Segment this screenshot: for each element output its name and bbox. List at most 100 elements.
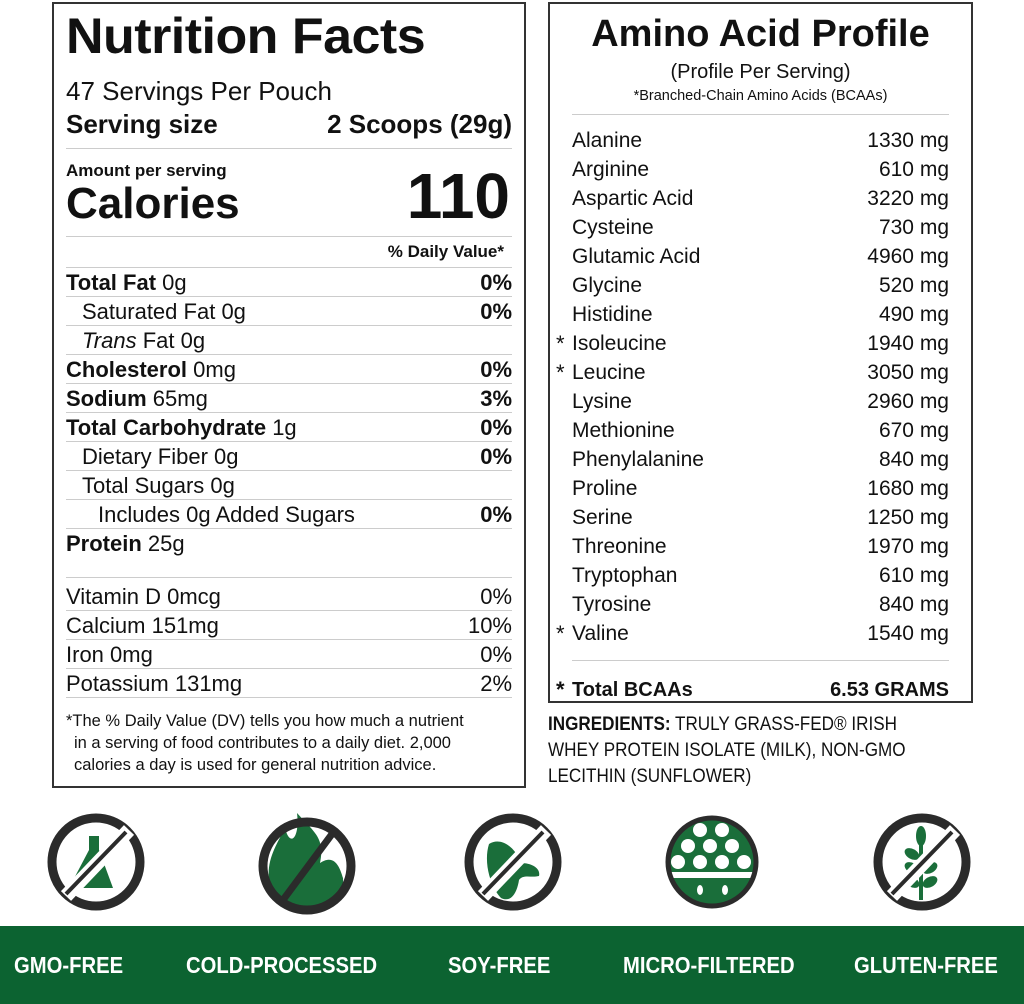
badge-label-cold-processed: COLD-PROCESSED	[186, 952, 378, 978]
nutrient-daily-value: 0%	[480, 357, 512, 382]
nutrient-daily-value: 0%	[480, 270, 512, 295]
nutrient-row: Total Carbohydrate 1g 0%	[66, 413, 512, 442]
amino-value: 730 mg	[878, 216, 949, 239]
nutrient-name-suffix: Fat	[142, 328, 175, 353]
ingredients-line: TRULY GRASS-FED® IRISH	[675, 714, 897, 735]
ingredients-line: LECITHIN (SUNFLOWER)	[548, 766, 752, 787]
bcaa-star: *	[556, 677, 565, 702]
bcaa-star: *	[556, 621, 565, 646]
amino-value: 1250 mg	[867, 506, 949, 529]
amino-row: Arginine 610 mg	[572, 155, 949, 184]
amino-value: 610 mg	[878, 158, 949, 181]
amino-value: 4960 mg	[867, 245, 949, 268]
total-bcaa-label: Total BCAAs	[572, 679, 693, 701]
amino-name: Cysteine	[572, 216, 654, 239]
amino-name: Phenylalanine	[572, 448, 704, 471]
vitamin-daily-value: 0%	[480, 642, 512, 667]
nutrient-amount: 0g	[214, 444, 239, 469]
nutrient-row: Saturated Fat 0g 0%	[66, 297, 512, 326]
nutrient-row: Dietary Fiber 0g 0%	[66, 442, 512, 471]
badge-label-gmo-free: GMO-FREE	[14, 952, 124, 978]
amino-name: Histidine	[572, 303, 653, 326]
no-wheat-icon	[873, 813, 971, 911]
amino-name: Threonine	[572, 535, 667, 558]
amino-name: Serine	[572, 506, 633, 529]
amino-name: Arginine	[572, 158, 650, 181]
amino-row: * Leucine 3050 mg	[556, 358, 949, 387]
vitamin-name: Vitamin D	[66, 584, 161, 609]
ingredients-label: INGREDIENTS:	[548, 714, 671, 735]
nutrient-row: Trans Fat 0g	[66, 326, 512, 355]
nutrient-row: Protein 25g	[66, 529, 512, 578]
servings-per-pouch: 47 Servings Per Pouch	[66, 76, 332, 106]
amino-name: Aspartic Acid	[572, 187, 694, 210]
nutrient-daily-value: 0%	[480, 299, 512, 324]
amino-value: 1330 mg	[867, 129, 949, 152]
amino-row: Methionine 670 mg	[572, 416, 949, 445]
amino-row: * Isoleucine 1940 mg	[556, 329, 949, 358]
vitamin-row: Iron 0mg 0%	[66, 640, 512, 669]
nutrient-name: Total Fat	[66, 270, 157, 295]
vitamin-name: Iron	[66, 642, 104, 667]
no-flask-icon	[47, 813, 145, 911]
vitamin-name: Calcium	[66, 613, 146, 638]
amino-value: 1970 mg	[867, 535, 949, 558]
nutrient-daily-value: 0%	[480, 415, 512, 440]
nutrient-row: Sodium 65mg 3%	[66, 384, 512, 413]
amino-name: Tyrosine	[572, 593, 652, 616]
serving-size-label: Serving size	[66, 109, 218, 139]
nutrient-amount: 0mg	[193, 357, 236, 382]
amino-value: 2960 mg	[867, 390, 949, 413]
badge-label-gluten-free: GLUTEN-FREE	[854, 952, 998, 978]
nutrient-amount: 25g	[147, 531, 185, 556]
vitamin-row: Potassium 131mg 2%	[66, 669, 512, 698]
nutrient-name: Trans	[82, 328, 137, 353]
daily-value-header: % Daily Value*	[66, 237, 512, 268]
vitamin-amount: 151mg	[151, 613, 219, 638]
amount-per-serving: Amount per serving	[66, 161, 227, 180]
nutrient-amount: 0g	[180, 328, 206, 353]
bcaa-note: *Branched-Chain Amino Acids (BCAAs)	[572, 84, 949, 115]
nutrient-row: Total Fat 0g 0%	[66, 268, 512, 297]
vitamin-row: Vitamin D 0mcg 0%	[66, 582, 512, 611]
amino-name: Tryptophan	[572, 564, 678, 587]
nutrient-amount: 0g	[210, 473, 235, 498]
amino-value: 840 mg	[878, 593, 949, 616]
total-bcaa-row: * Total BCAAs 6.53 GRAMS	[556, 660, 949, 705]
amino-value: 610 mg	[878, 564, 949, 587]
amino-value: 490 mg	[878, 303, 949, 326]
amino-row: Tryptophan 610 mg	[572, 561, 949, 590]
amino-row: Glutamic Acid 4960 mg	[572, 242, 949, 271]
nutrient-name: Protein	[66, 531, 142, 556]
filter-icon	[665, 815, 759, 909]
amino-value: 840 mg	[878, 448, 949, 471]
amino-name: Isoleucine	[572, 332, 667, 355]
feature-bar: GMO-FREE COLD-PROCESSED SOY-FREE MICRO-F…	[0, 926, 1024, 1004]
serving-size-row: Serving size 2 Scoops (29g)	[66, 106, 512, 149]
amino-row: Histidine 490 mg	[572, 300, 949, 329]
nutrient-name: Includes	[98, 502, 180, 527]
nutrient-daily-value: 0%	[480, 444, 512, 469]
amino-value: 3050 mg	[867, 361, 949, 384]
nutrient-name: Saturated Fat	[82, 299, 216, 324]
vitamin-daily-value: 0%	[480, 584, 512, 609]
calories-section: Amount per serving Calories 110	[66, 149, 512, 237]
vitamin-name: Potassium	[66, 671, 169, 696]
serving-size-value: 2 Scoops (29g)	[327, 109, 512, 139]
amino-name: Glutamic Acid	[572, 245, 701, 268]
amino-row: Alanine 1330 mg	[572, 126, 949, 155]
amino-name: Valine	[572, 622, 629, 645]
amino-title: Amino Acid Profile	[591, 13, 930, 55]
amino-subtitle: (Profile Per Serving)	[670, 61, 851, 83]
calories-label: Calories	[66, 179, 240, 228]
amino-row: Serine 1250 mg	[572, 503, 949, 532]
calories-value: 110	[406, 160, 510, 232]
nutrient-row: Total Sugars 0g	[66, 471, 512, 500]
nutrition-facts-panel: Nutrition Facts 47 Servings Per Pouch Se…	[52, 2, 526, 788]
amino-value: 1680 mg	[867, 477, 949, 500]
nutrient-daily-value: 0%	[480, 502, 512, 527]
footnote-line: *The % Daily Value (DV) tells you how mu…	[66, 712, 464, 730]
amino-row: Cysteine 730 mg	[572, 213, 949, 242]
amino-value: 1940 mg	[867, 332, 949, 355]
nutrition-title: Nutrition Facts	[66, 8, 426, 64]
